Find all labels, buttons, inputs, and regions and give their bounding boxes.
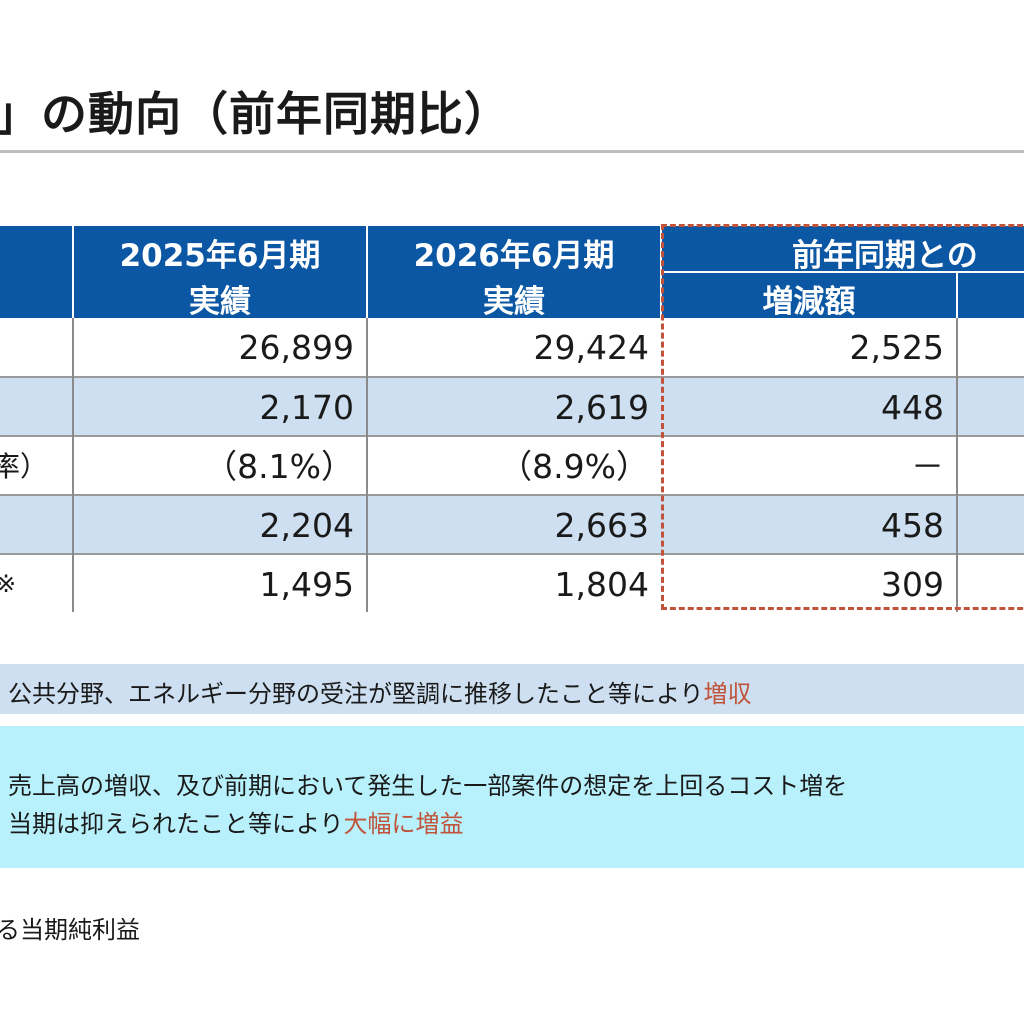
header-2025-period: 2025年6月期 <box>119 238 321 274</box>
value-diff: 309 <box>881 565 944 604</box>
profit-note-body: 当期は抑えられたこと等により <box>8 810 344 838</box>
revenue-note-text: 公共分野、エネルギー分野の受注が堅調に推移したこと等により増収 <box>8 674 752 709</box>
value-2026: 1,804 <box>554 565 649 604</box>
table-row: ※ 1,495 1,804 309 <box>0 555 1024 614</box>
header-cell-2025: 2025年6月期 実績 <box>74 226 366 320</box>
row-divider <box>0 376 1024 378</box>
row-divider <box>0 435 1024 437</box>
value-diff: 448 <box>881 388 944 427</box>
value-2025: 2,204 <box>259 506 354 545</box>
value-2025: 26,899 <box>238 328 354 367</box>
revenue-note-body: 公共分野、エネルギー分野の受注が堅調に推移したこと等により <box>8 680 704 708</box>
results-table: 2025年6月期 実績 2026年6月期 実績 前年同期との 増減額 26,89… <box>0 226 1024 612</box>
header-subdivider <box>662 271 1024 273</box>
header-subcol-divider <box>956 273 958 318</box>
profit-note: 売上高の増収、及び前期において発生した一部案件の想定を上回るコスト増を 当期は抑… <box>0 726 1024 868</box>
profit-note-line1: 売上高の増収、及び前期において発生した一部案件の想定を上回るコスト増を <box>8 772 848 800</box>
row-label <box>0 318 72 377</box>
header-2026-period: 2026年6月期 <box>413 238 615 274</box>
title-divider <box>0 150 1024 153</box>
value-2025: 2,170 <box>259 388 354 427</box>
value-2026: 29,424 <box>533 328 649 367</box>
header-yoy-group: 前年同期との <box>792 238 978 274</box>
row-label: ※ <box>0 555 68 614</box>
header-2025-actual: 実績 <box>189 284 251 320</box>
row-label <box>0 378 72 437</box>
revenue-note-highlight: 増収 <box>703 680 752 708</box>
header-diff-amount: 増減額 <box>762 284 856 320</box>
table-row: 2,204 2,663 458 <box>0 496 1024 555</box>
profit-note-line2: 当期は抑えられたこと等により大幅に増益 <box>8 804 464 839</box>
profit-note-highlight: 大幅に増益 <box>343 810 464 838</box>
header-cell-yoy: 前年同期との 増減額 <box>662 226 1024 320</box>
table-row: 2,170 2,619 448 <box>0 378 1024 437</box>
value-2025: 1,495 <box>259 565 354 604</box>
value-diff: 458 <box>881 506 944 545</box>
column-divider <box>956 318 958 612</box>
value-2026: 2,663 <box>554 506 649 545</box>
row-divider <box>0 553 1024 555</box>
value-diff: － <box>911 447 944 486</box>
revenue-note: 公共分野、エネルギー分野の受注が堅調に推移したこと等により増収 <box>0 664 1024 714</box>
value-2025: （8.1%） <box>204 447 354 486</box>
footnote: る当期純利益 <box>0 916 140 944</box>
column-divider <box>72 318 74 612</box>
header-cell-label <box>0 226 72 318</box>
page-title: 」の動向（前年同期比） <box>0 87 511 141</box>
header-cell-2026: 2026年6月期 実績 <box>368 226 660 320</box>
value-2026: 2,619 <box>554 388 649 427</box>
table-row: 26,899 29,424 2,525 <box>0 318 1024 377</box>
table-row: 率） （8.1%） （8.9%） － <box>0 437 1024 496</box>
row-label: 率） <box>0 450 49 483</box>
value-diff: 2,525 <box>849 328 944 367</box>
header-2026-actual: 実績 <box>483 284 545 320</box>
yoy-highlight-frame <box>661 224 1024 610</box>
column-divider <box>366 318 368 612</box>
row-divider <box>0 494 1024 496</box>
row-label <box>0 496 72 555</box>
value-2026: （8.9%） <box>499 447 649 486</box>
